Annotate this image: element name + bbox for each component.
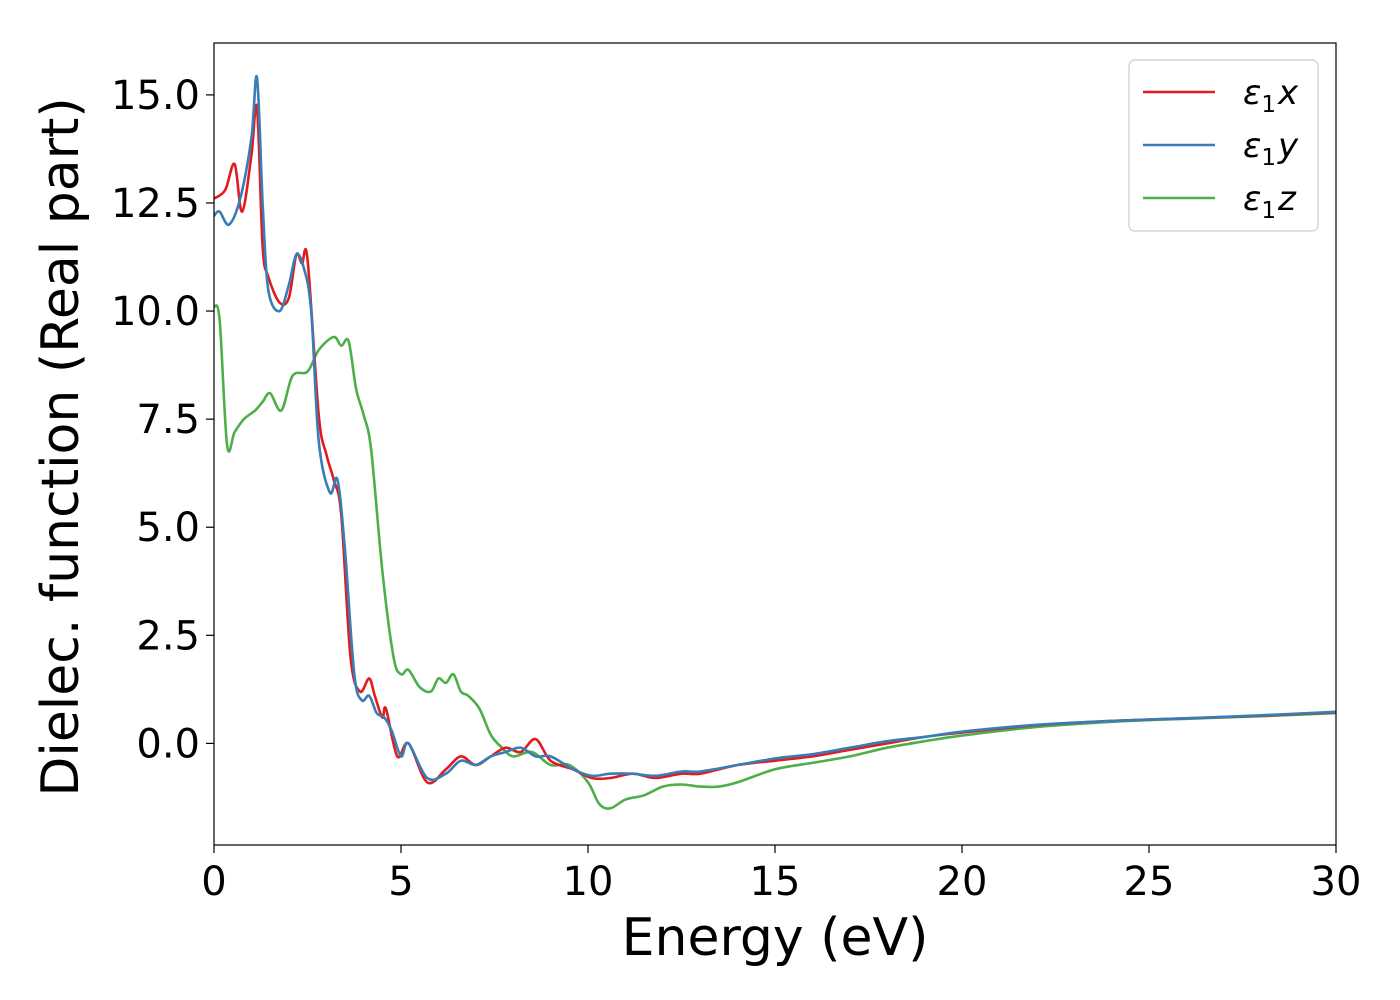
x-tick-label: 20 (937, 859, 988, 905)
y-axis-title: Dielec. function (Real part) (31, 97, 91, 796)
legend-label-base: ε (1243, 126, 1261, 166)
x-tick-label: 30 (1311, 859, 1362, 905)
x-tick-label: 5 (388, 859, 413, 905)
x-axis-title: Energy (eV) (622, 908, 929, 968)
x-tick-label: 15 (750, 859, 801, 905)
x-tick-label: 25 (1124, 859, 1175, 905)
legend-label-eps1y: ε1y (1243, 126, 1299, 171)
legend-label-suffix: x (1277, 73, 1299, 113)
x-axis: 0 5 10 15 20 25 30 (201, 845, 1361, 905)
series-layer (214, 74, 1336, 810)
legend-label-suffix: z (1277, 179, 1297, 219)
y-tick-label: 15.0 (111, 73, 200, 119)
series-line-eps1z (214, 304, 1336, 810)
x-tick-label: 0 (201, 859, 226, 905)
x-tick-label: 10 (563, 859, 614, 905)
legend-label-subscript: 1 (1261, 145, 1276, 171)
y-tick-label: 2.5 (136, 613, 200, 659)
series-line-eps1y (214, 74, 1336, 782)
y-tick-label: 10.0 (111, 289, 200, 335)
y-axis: 0.0 2.5 5.0 7.5 10.0 12.5 15.0 (111, 73, 214, 767)
y-tick-label: 7.5 (136, 397, 200, 443)
legend-label-suffix: y (1277, 126, 1299, 166)
legend-label-base: ε (1243, 179, 1261, 219)
legend-label-base: ε (1243, 73, 1261, 113)
y-tick-label: 5.0 (136, 505, 200, 551)
y-tick-label: 0.0 (136, 721, 200, 767)
legend-label-subscript: 1 (1261, 198, 1276, 224)
legend-label-eps1z: ε1z (1243, 179, 1297, 224)
legend-box (1128, 59, 1319, 232)
y-tick-label: 12.5 (111, 181, 200, 227)
legend-label-subscript: 1 (1261, 92, 1276, 118)
legend-label-eps1x: ε1x (1243, 73, 1299, 118)
